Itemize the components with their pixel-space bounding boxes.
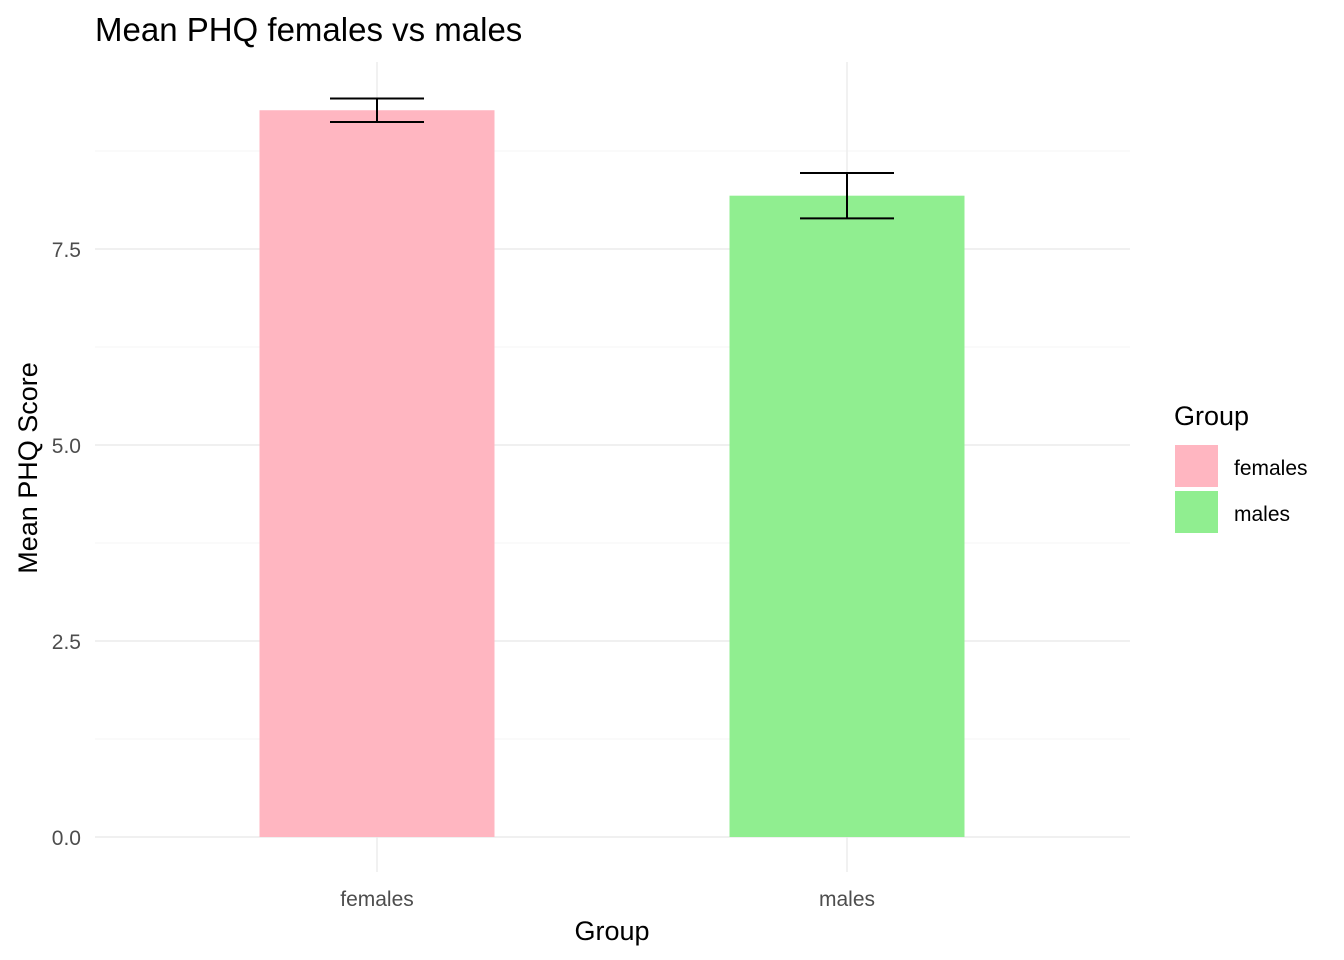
y-tick-label: 0.0 bbox=[52, 827, 81, 850]
chart-title: Mean PHQ females vs males bbox=[95, 11, 522, 48]
legend-title: Group bbox=[1174, 401, 1249, 431]
error-bar-males bbox=[800, 171, 894, 220]
legend-key-females bbox=[1175, 445, 1218, 487]
y-axis-ticks: 0.0 2.5 5.0 7.5 bbox=[52, 239, 81, 850]
legend-key-males bbox=[1175, 491, 1218, 533]
x-tick-label: males bbox=[819, 888, 875, 911]
x-axis-title: Group bbox=[574, 916, 649, 946]
x-tick-label: females bbox=[340, 888, 414, 911]
y-tick-label: 2.5 bbox=[52, 631, 81, 654]
legend: Group females males bbox=[1174, 401, 1308, 533]
error-bar-females bbox=[330, 97, 424, 123]
grid bbox=[95, 62, 1130, 872]
bars bbox=[259, 110, 965, 838]
legend-label-males: males bbox=[1234, 503, 1290, 526]
y-tick-label: 5.0 bbox=[52, 435, 81, 458]
bar-females bbox=[259, 110, 495, 838]
legend-label-females: females bbox=[1234, 457, 1308, 480]
x-axis-ticks: females males bbox=[340, 888, 875, 911]
bar-males bbox=[729, 195, 965, 838]
error-bars bbox=[330, 97, 894, 220]
y-tick-label: 7.5 bbox=[52, 239, 81, 262]
y-axis-title: Mean PHQ Score bbox=[13, 362, 43, 574]
